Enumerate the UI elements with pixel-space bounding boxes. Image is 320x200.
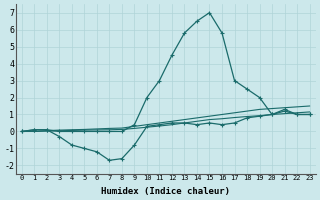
X-axis label: Humidex (Indice chaleur): Humidex (Indice chaleur)	[101, 187, 230, 196]
